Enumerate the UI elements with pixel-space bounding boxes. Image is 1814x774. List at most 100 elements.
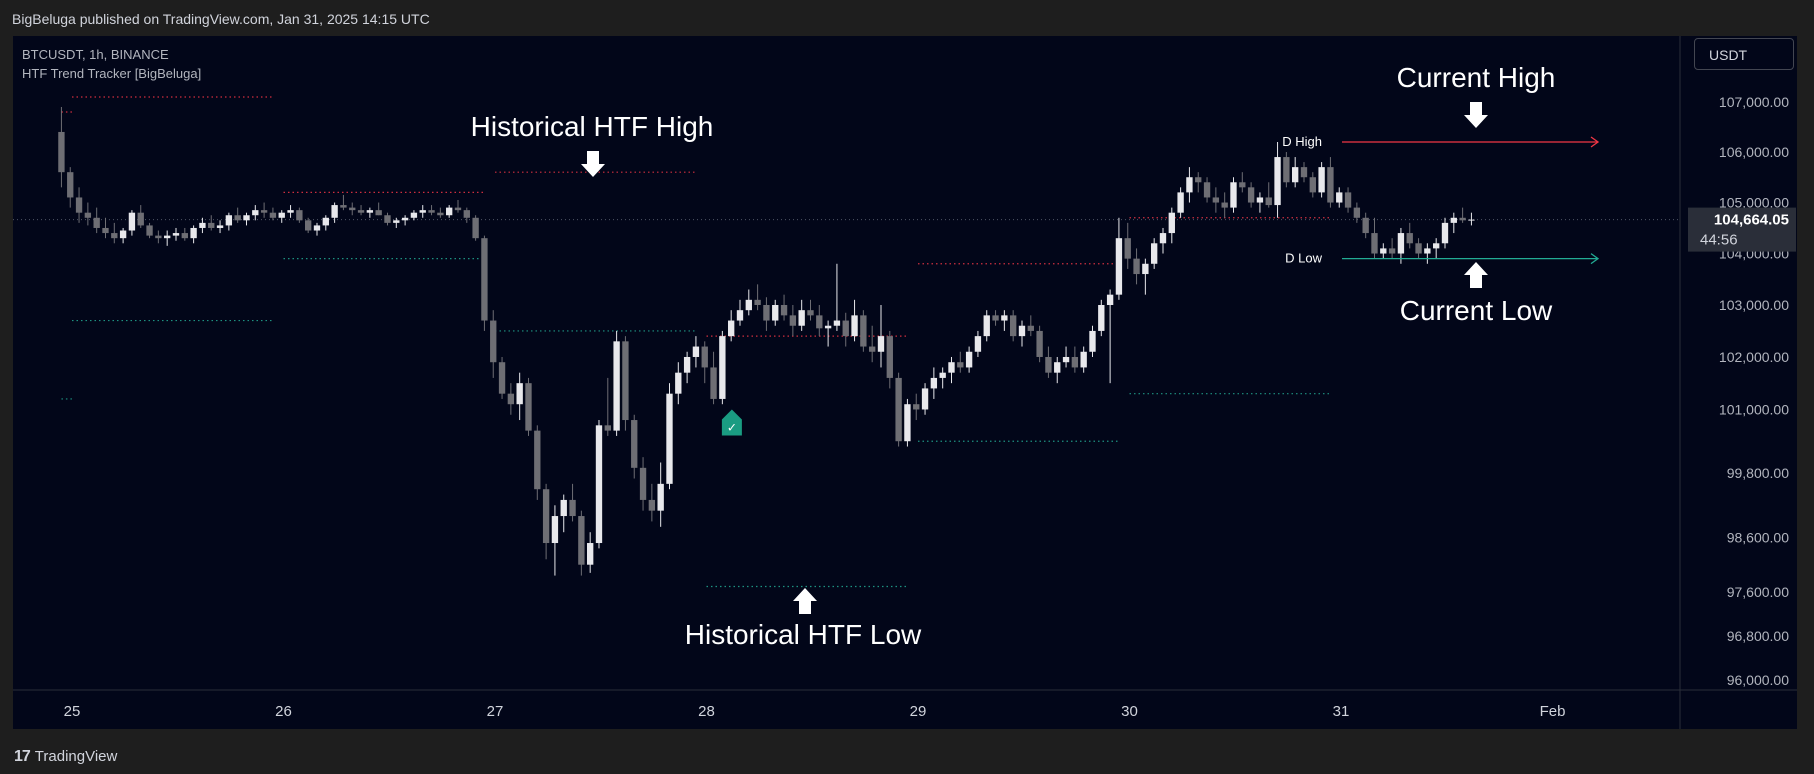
candle[interactable] (164, 230, 171, 246)
candle[interactable] (331, 202, 338, 223)
candle[interactable] (1441, 217, 1449, 249)
candle[interactable] (780, 294, 788, 321)
candle[interactable] (745, 289, 752, 316)
candle[interactable] (974, 330, 982, 357)
candle[interactable] (587, 532, 594, 573)
candle[interactable] (824, 320, 832, 347)
candle[interactable] (1230, 177, 1237, 213)
candle[interactable] (657, 462, 664, 527)
candle[interactable] (1212, 187, 1220, 213)
candle[interactable] (93, 207, 100, 234)
candle[interactable] (1036, 325, 1043, 363)
candle[interactable] (1203, 177, 1211, 203)
candle[interactable] (648, 483, 656, 522)
candle[interactable] (1027, 315, 1034, 337)
candle[interactable] (1098, 299, 1105, 337)
candle[interactable] (560, 494, 567, 533)
indicator-name[interactable]: HTF Trend Tracker [BigBeluga] (22, 66, 202, 81)
candle[interactable] (983, 310, 990, 342)
candle[interactable] (701, 341, 708, 384)
candle[interactable] (613, 330, 620, 436)
candle[interactable] (357, 205, 365, 216)
candle[interactable] (252, 205, 259, 221)
candle[interactable] (957, 351, 964, 373)
candle[interactable] (930, 367, 938, 399)
candle[interactable] (190, 225, 197, 244)
bullish-signal-marker[interactable] (721, 409, 742, 436)
candle[interactable] (1239, 172, 1246, 193)
candle[interactable] (1344, 187, 1352, 213)
candle[interactable] (1247, 182, 1255, 208)
candle[interactable] (75, 187, 83, 223)
candle[interactable] (1159, 227, 1167, 254)
candle[interactable] (1106, 289, 1114, 384)
candle[interactable] (1001, 310, 1008, 331)
candle[interactable] (225, 212, 233, 231)
candle[interactable] (498, 356, 506, 399)
candle[interactable] (604, 377, 611, 436)
candle[interactable] (1089, 325, 1096, 357)
candle[interactable] (1115, 217, 1123, 300)
candle[interactable] (260, 202, 268, 218)
candle[interactable] (137, 205, 144, 228)
candle[interactable] (1327, 157, 1334, 208)
candle[interactable] (895, 372, 902, 447)
candle[interactable] (446, 205, 453, 218)
candle[interactable] (1018, 320, 1026, 347)
candle[interactable] (199, 217, 206, 234)
candle[interactable] (595, 420, 603, 549)
candle[interactable] (349, 202, 356, 216)
chart-pane[interactable] (13, 36, 1797, 729)
candle[interactable] (1221, 192, 1228, 218)
candle[interactable] (1450, 212, 1457, 234)
candle[interactable] (666, 383, 673, 490)
candle[interactable] (305, 217, 312, 234)
candle[interactable] (155, 230, 162, 244)
candle[interactable] (1195, 172, 1202, 193)
candle[interactable] (551, 505, 559, 576)
candle[interactable] (428, 205, 435, 216)
candle[interactable] (1300, 162, 1308, 183)
candle[interactable] (710, 351, 717, 405)
candle[interactable] (1292, 157, 1299, 188)
candle[interactable] (789, 305, 797, 337)
candle[interactable] (287, 205, 294, 218)
candle[interactable] (216, 220, 224, 234)
candle[interactable] (1397, 227, 1405, 264)
candle[interactable] (692, 336, 700, 368)
candle[interactable] (322, 215, 329, 231)
candle[interactable] (454, 199, 462, 213)
candle[interactable] (1080, 346, 1087, 373)
candle[interactable] (798, 299, 805, 331)
candle[interactable] (1468, 212, 1475, 226)
candle[interactable] (296, 207, 303, 223)
candle[interactable] (728, 310, 735, 342)
candle[interactable] (375, 202, 382, 216)
candle[interactable] (1177, 187, 1184, 218)
candle[interactable] (542, 483, 550, 560)
candle[interactable] (921, 383, 929, 415)
candle[interactable] (842, 312, 849, 347)
candle[interactable] (1071, 346, 1079, 373)
candle[interactable] (128, 210, 136, 236)
symbol-info[interactable]: BTCUSDT, 1h, BINANCE (22, 47, 169, 62)
candle[interactable] (393, 217, 400, 228)
candle[interactable] (1265, 182, 1272, 208)
candle[interactable] (965, 346, 973, 373)
candle[interactable] (84, 202, 92, 226)
candle[interactable] (1424, 243, 1431, 264)
candle[interactable] (683, 351, 691, 384)
candle[interactable] (772, 299, 779, 326)
candle[interactable] (534, 425, 541, 500)
candle[interactable] (437, 207, 444, 218)
candle[interactable] (763, 297, 770, 331)
candle[interactable] (401, 215, 409, 226)
candle[interactable] (1459, 207, 1466, 223)
candle[interactable] (886, 330, 893, 389)
candle[interactable] (340, 194, 347, 211)
candle[interactable] (913, 393, 920, 421)
candle[interactable] (1283, 152, 1290, 188)
candle[interactable] (904, 398, 911, 447)
candle[interactable] (1318, 162, 1325, 198)
candle[interactable] (1054, 356, 1061, 384)
